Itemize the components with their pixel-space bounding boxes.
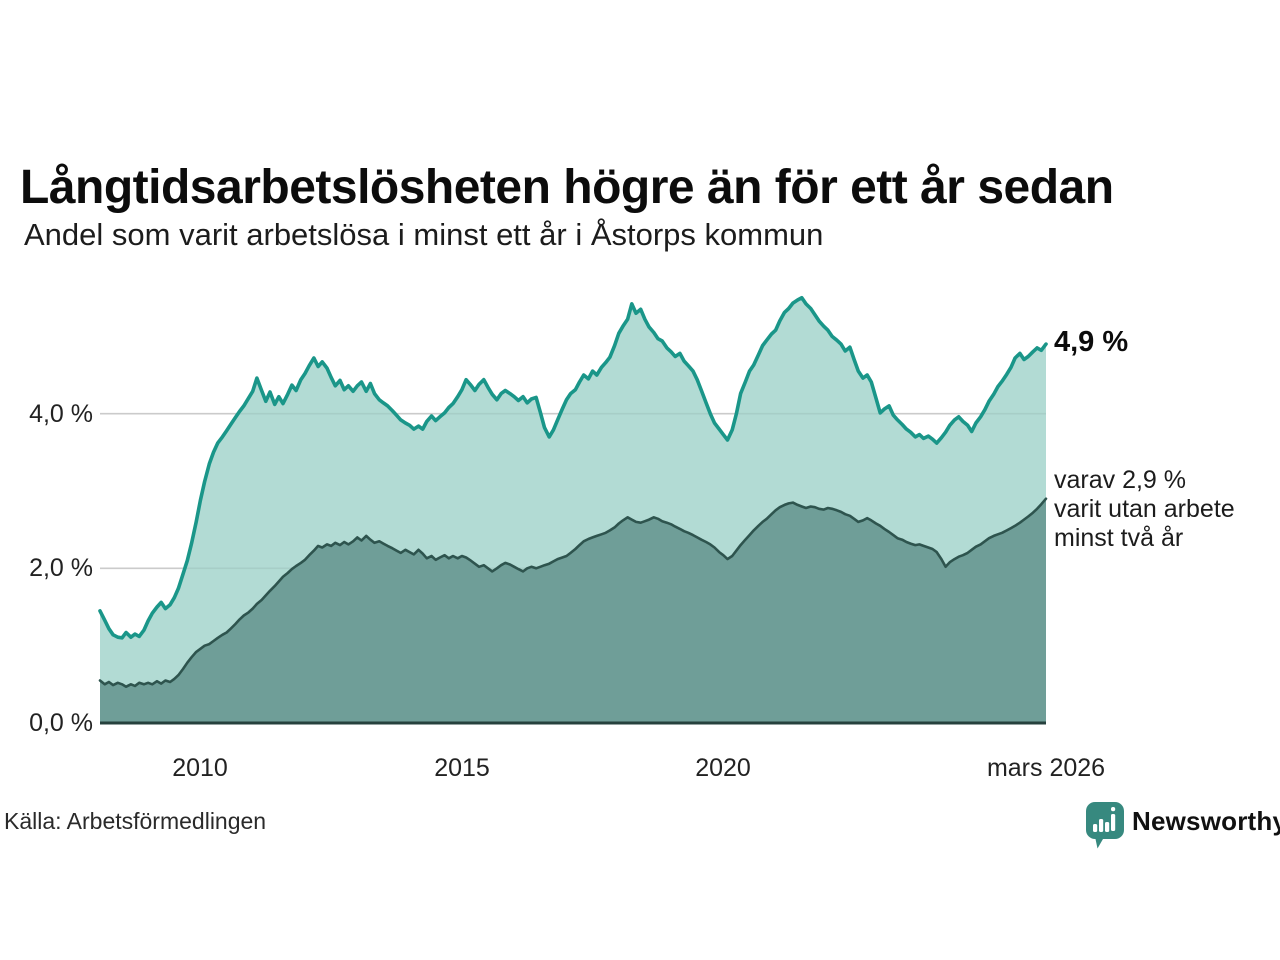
logo-bar <box>1099 819 1104 832</box>
secondary-value-line: varit utan arbete <box>1054 495 1235 523</box>
source-credit: Källa: Arbetsförmedlingen <box>4 808 267 834</box>
page-title: Långtidsarbetslösheten högre än för ett … <box>20 161 1114 215</box>
x-tick-label: 2020 <box>695 754 751 782</box>
latest-value-label: 4,9 % <box>1054 326 1129 358</box>
newsworthy-wordmark: Newsworthy <box>1132 806 1280 836</box>
logo-exclamation-bar <box>1111 814 1116 831</box>
logo-exclamation-dot <box>1111 807 1116 812</box>
secondary-value-label: varav 2,9 % varit utan arbete minst två … <box>1054 466 1235 553</box>
secondary-value-line: varav 2,9 % <box>1054 466 1187 494</box>
newsworthy-logo-icon <box>1086 802 1124 849</box>
chart-subtitle: Andel som varit arbetslösa i minst ett å… <box>24 217 824 252</box>
area-series-2 <box>100 498 1046 723</box>
line-series-2 <box>98 497 1048 688</box>
y-tick-label: 2,0 % <box>29 554 93 582</box>
line-series-1 <box>98 295 1048 640</box>
logo-bar <box>1105 822 1110 832</box>
secondary-value-line: minst två år <box>1054 524 1184 552</box>
y-tick-label: 0,0 % <box>29 709 93 737</box>
logo-bar <box>1093 824 1098 832</box>
x-tick-label: 2010 <box>172 754 228 782</box>
newsworthy-brand: Newsworthy <box>1085 801 1280 851</box>
y-tick-label: 4,0 % <box>29 400 93 428</box>
x-tick-label: mars 2026 <box>986 754 1106 782</box>
x-tick-label: 2015 <box>434 754 490 782</box>
